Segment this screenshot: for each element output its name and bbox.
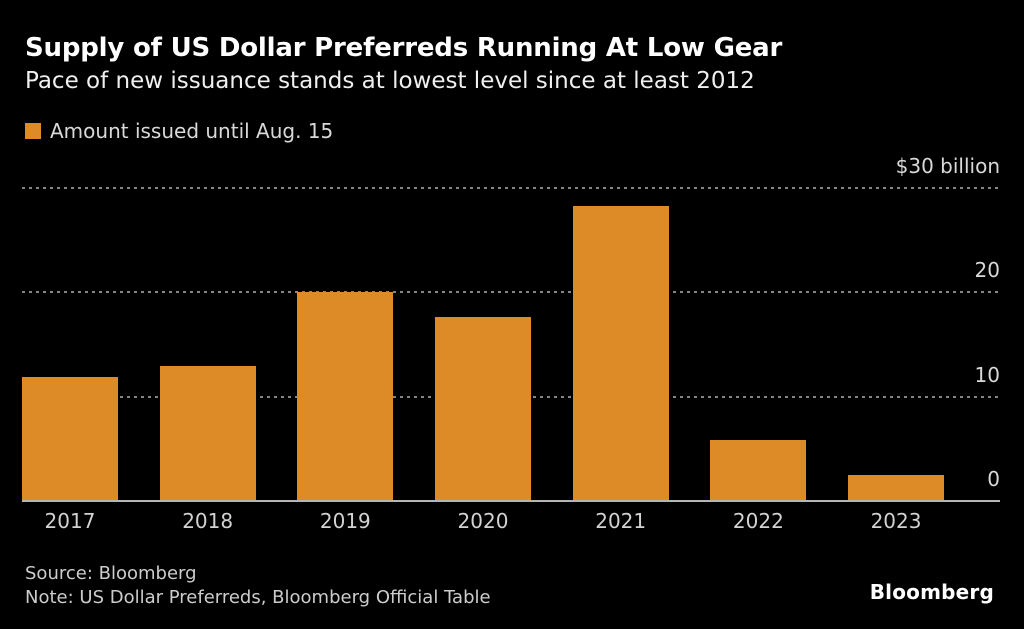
xtick-label-2022: 2022 [732, 509, 784, 533]
bar-2019 [297, 292, 393, 501]
ytick-label-10: 10 [974, 362, 1000, 387]
ytick-label-0: 0 [987, 467, 1000, 491]
xtick-label-2021: 2021 [595, 509, 647, 533]
bar-2023 [848, 475, 944, 501]
xtick-label-2019: 2019 [319, 509, 371, 533]
ytick-label-20: 20 [974, 258, 1000, 283]
bar-2021 [573, 206, 669, 501]
bar-2017 [22, 377, 118, 501]
bloomberg-logo: Bloomberg [869, 580, 994, 604]
legend: Amount issued until Aug. 15 [25, 119, 333, 143]
source-text: Source: Bloomberg [25, 563, 197, 584]
bar-2020 [435, 317, 531, 501]
x-axis-baseline [22, 500, 1000, 502]
gridline-20 [22, 291, 1000, 294]
legend-swatch-icon [25, 123, 41, 139]
footer: Source: Bloomberg Note: US Dollar Prefer… [25, 562, 491, 610]
bar-2022 [710, 440, 806, 501]
ytick-label-30: $30 billion [895, 154, 1000, 178]
note-text: Note: US Dollar Preferreds, Bloomberg Of… [25, 587, 491, 608]
xtick-label-2020: 2020 [457, 509, 509, 533]
chart-title: Supply of US Dollar Preferreds Running A… [25, 33, 783, 63]
xtick-label-2023: 2023 [870, 509, 922, 533]
xtick-label-2017: 2017 [44, 509, 96, 533]
xtick-label-2018: 2018 [182, 509, 234, 533]
legend-label: Amount issued until Aug. 15 [50, 119, 334, 143]
chart-subtitle: Pace of new issuance stands at lowest le… [25, 68, 755, 94]
bar-2018 [160, 366, 256, 501]
gridline-30 [22, 187, 1000, 189]
